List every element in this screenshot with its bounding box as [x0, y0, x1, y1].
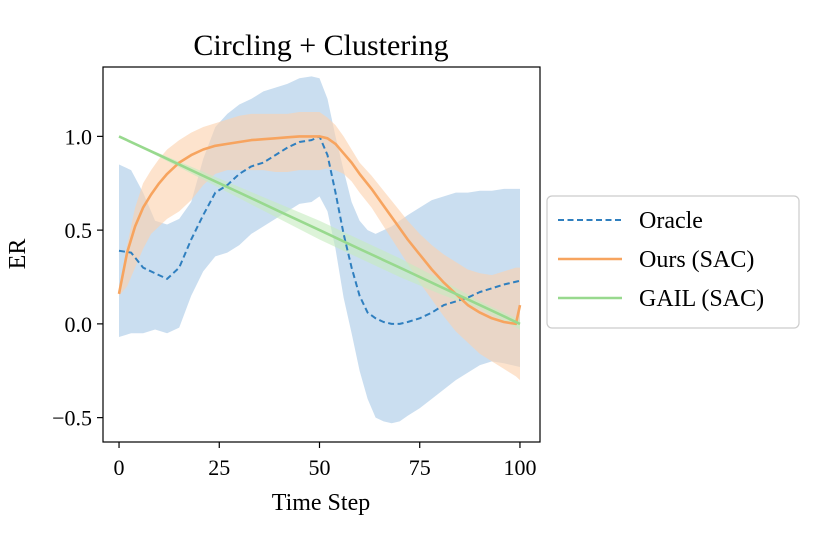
chart: Circling + Clustering 0 25 50 75 100 −0.5 0.0…	[0, 0, 830, 554]
x-tick-label: 25	[208, 455, 230, 480]
legend-label-gail-sac: GAIL (SAC)	[639, 286, 764, 312]
x-axis-label: Time Step	[272, 490, 370, 516]
y-tick-label: 1.0	[65, 124, 93, 149]
y-axis: −0.5 0.0 0.5 1.0	[52, 124, 103, 430]
chart-title: Circling + Clustering	[193, 29, 448, 62]
x-tick-label: 0	[114, 455, 125, 480]
y-tick-label: −0.5	[52, 406, 92, 431]
x-tick-label: 75	[409, 455, 431, 480]
confidence-bands	[119, 76, 520, 423]
y-tick-label: 0.0	[65, 312, 93, 337]
y-tick-label: 0.5	[65, 218, 93, 243]
legend-label-ours-sac: Ours (SAC)	[639, 247, 754, 273]
legend: Oracle Ours (SAC) GAIL (SAC)	[547, 196, 799, 328]
legend-label-oracle: Oracle	[639, 208, 703, 234]
y-axis-label: ER	[5, 239, 31, 270]
x-tick-label: 100	[503, 455, 536, 480]
x-axis: 0 25 50 75 100	[114, 442, 537, 480]
x-tick-label: 50	[308, 455, 330, 480]
